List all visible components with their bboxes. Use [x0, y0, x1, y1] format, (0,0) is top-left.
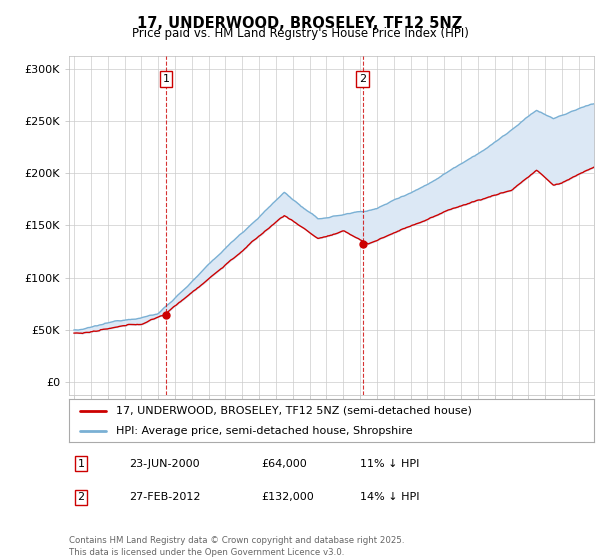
Text: 27-FEB-2012: 27-FEB-2012 [129, 492, 200, 502]
Text: HPI: Average price, semi-detached house, Shropshire: HPI: Average price, semi-detached house,… [116, 426, 413, 436]
Text: Price paid vs. HM Land Registry's House Price Index (HPI): Price paid vs. HM Land Registry's House … [131, 27, 469, 40]
Text: 23-JUN-2000: 23-JUN-2000 [129, 459, 200, 469]
Text: 17, UNDERWOOD, BROSELEY, TF12 5NZ (semi-detached house): 17, UNDERWOOD, BROSELEY, TF12 5NZ (semi-… [116, 405, 472, 416]
Text: 1: 1 [163, 74, 170, 84]
Text: 11% ↓ HPI: 11% ↓ HPI [360, 459, 419, 469]
Text: Contains HM Land Registry data © Crown copyright and database right 2025.
This d: Contains HM Land Registry data © Crown c… [69, 536, 404, 557]
Text: £132,000: £132,000 [261, 492, 314, 502]
Text: 17, UNDERWOOD, BROSELEY, TF12 5NZ: 17, UNDERWOOD, BROSELEY, TF12 5NZ [137, 16, 463, 31]
Text: 2: 2 [77, 492, 85, 502]
Text: 2: 2 [359, 74, 366, 84]
Text: £64,000: £64,000 [261, 459, 307, 469]
Text: 1: 1 [77, 459, 85, 469]
Text: 14% ↓ HPI: 14% ↓ HPI [360, 492, 419, 502]
